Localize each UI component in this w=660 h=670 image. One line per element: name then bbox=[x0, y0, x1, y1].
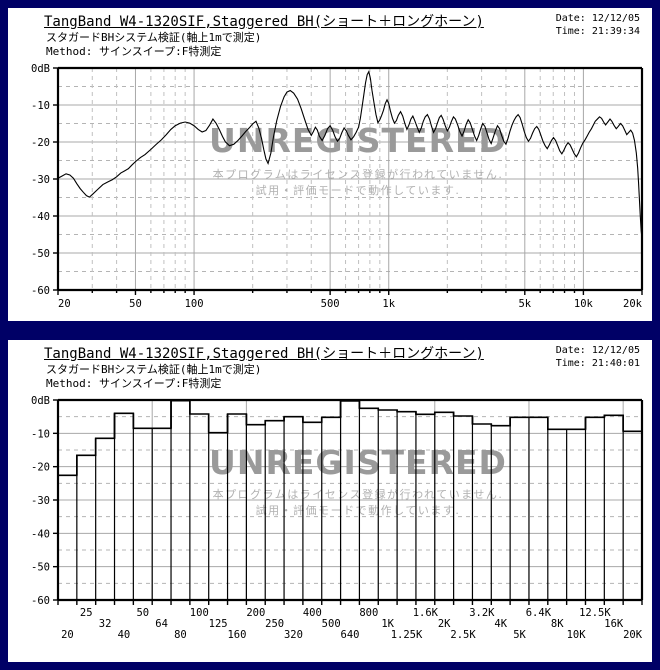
band-label: 800 bbox=[359, 607, 378, 619]
x-tick-label: 5k bbox=[518, 298, 531, 310]
y-tick-label: -20 bbox=[31, 462, 50, 474]
bar-chart-container: UNREGISTERED 本プログラムはライセンス登録が行われていません. 試用・評… bbox=[8, 392, 652, 660]
x-tick-label: 50 bbox=[129, 298, 142, 310]
y-tick-label: -30 bbox=[31, 174, 50, 186]
panel-method: Method: サインスイープ:F特測定 bbox=[46, 377, 222, 390]
x-tick-label: 10k bbox=[574, 298, 594, 310]
band-label: 500 bbox=[322, 618, 341, 630]
time-row: Time: 21:39:34 bbox=[556, 25, 640, 38]
y-tick-label: 0dB bbox=[31, 395, 50, 407]
octave-band-chart: UNREGISTERED 本プログラムはライセンス登録が行われていません. 試用・評… bbox=[31, 395, 644, 641]
spl-trace bbox=[57, 70, 643, 239]
x-tick-label: 500 bbox=[321, 298, 340, 310]
line-chart-container: UNREGISTERED 本プログラムはライセンス登録が行われていません. 試用・評… bbox=[8, 60, 652, 318]
band-label: 2.5K bbox=[450, 629, 476, 641]
panel-method: Method: サインスイープ:F特測定 bbox=[46, 45, 222, 58]
y-tick-label: -10 bbox=[31, 428, 50, 440]
x-tick-label: 100 bbox=[185, 298, 204, 310]
band-label: 4K bbox=[494, 618, 507, 630]
watermark-line2: 試用・評価モードで動作しています. bbox=[256, 183, 461, 197]
date-value: 12/12/05 bbox=[591, 13, 640, 24]
date-value: 12/12/05 bbox=[591, 345, 640, 356]
panel-title: TangBand W4-1320SIF,Staggered BH(ショート＋ロン… bbox=[44, 346, 484, 362]
band-label: 400 bbox=[303, 607, 322, 619]
x-tick-label: 20k bbox=[623, 298, 643, 310]
watermark-line1: 本プログラムはライセンス登録が行われていません. bbox=[213, 167, 504, 181]
date-row: Date: 12/12/05 bbox=[556, 344, 640, 357]
band-label: 12.5K bbox=[579, 607, 611, 619]
y-tick-label: -40 bbox=[31, 211, 50, 223]
panel-header-top: TangBand W4-1320SIF,Staggered BH(ショート＋ロン… bbox=[8, 8, 652, 60]
band-label: 1.25K bbox=[391, 629, 423, 641]
panel-timestamp: Date: 12/12/05 Time: 21:40:01 bbox=[556, 344, 640, 370]
band-label: 8K bbox=[551, 618, 564, 630]
band-label: 32 bbox=[99, 618, 112, 630]
watermark: UNREGISTERED 本プログラムはライセンス登録が行われていません. 試用・評… bbox=[209, 443, 507, 517]
watermark: UNREGISTERED 本プログラムはライセンス登録が行われていません. 試用・評… bbox=[209, 121, 507, 197]
date-label: Date: bbox=[555, 345, 586, 356]
band-label: 20 bbox=[61, 629, 74, 641]
band-label: 25 bbox=[80, 607, 93, 619]
y-tick-label: -50 bbox=[31, 562, 50, 574]
bar-series bbox=[57, 399, 642, 600]
time-value: 21:39:34 bbox=[591, 26, 640, 37]
band-label: 5K bbox=[513, 629, 526, 641]
band-label: 640 bbox=[341, 629, 360, 641]
date-row: Date: 12/12/05 bbox=[556, 12, 640, 25]
band-label: 1K bbox=[381, 618, 394, 630]
band-label: 6.4K bbox=[526, 607, 552, 619]
y-tick-label: 0dB bbox=[31, 63, 50, 75]
time-value: 21:40:01 bbox=[591, 358, 640, 369]
band-label: 250 bbox=[265, 618, 284, 630]
y-tick-label: -20 bbox=[31, 137, 50, 149]
band-label: 100 bbox=[190, 607, 209, 619]
panel-title: TangBand W4-1320SIF,Staggered BH(ショート＋ロン… bbox=[44, 14, 484, 30]
band-label: 1.6K bbox=[413, 607, 439, 619]
watermark-title: UNREGISTERED bbox=[209, 121, 507, 160]
band-label: 3.2K bbox=[469, 607, 495, 619]
time-row: Time: 21:40:01 bbox=[556, 357, 640, 370]
time-label: Time: bbox=[555, 358, 586, 369]
band-label: 320 bbox=[284, 629, 303, 641]
x-axis-labels: 20 50 100 500 1k 5k 10k 20k bbox=[57, 290, 643, 310]
frequency-response-panel: TangBand W4-1320SIF,Staggered BH(ショート＋ロン… bbox=[8, 8, 652, 321]
panel-subtitle: スタガードBHシステム検証(軸上1mで測定) bbox=[46, 31, 262, 44]
band-label: 16K bbox=[604, 618, 624, 630]
x-axis-labels: 20 25 32 40 50 64 8010012516020025032040050064… bbox=[57, 600, 643, 641]
octave-band-panel: TangBand W4-1320SIF,Staggered BH(ショート＋ロン… bbox=[8, 340, 652, 662]
band-label: 2K bbox=[438, 618, 451, 630]
band-label: 200 bbox=[246, 607, 265, 619]
watermark-line2: 試用・評価モードで動作しています. bbox=[256, 503, 461, 517]
panel-subtitle: スタガードBHシステム検証(軸上1mで測定) bbox=[46, 363, 262, 376]
band-label: 125 bbox=[209, 618, 228, 630]
y-tick-label: -60 bbox=[31, 285, 50, 297]
band-label: 20K bbox=[623, 629, 643, 641]
y-tick-label: -50 bbox=[31, 248, 50, 260]
watermark-title: UNREGISTERED bbox=[209, 443, 507, 482]
time-label: Time: bbox=[555, 26, 586, 37]
watermark-line1: 本プログラムはライセンス登録が行われていません. bbox=[213, 487, 504, 501]
band-label: 10K bbox=[567, 629, 587, 641]
band-label: 80 bbox=[174, 629, 187, 641]
y-tick-label: -10 bbox=[31, 100, 50, 112]
band-label: 50 bbox=[136, 607, 149, 619]
x-tick-label: 20 bbox=[58, 298, 71, 310]
y-tick-label: -40 bbox=[31, 528, 50, 540]
frequency-response-chart: UNREGISTERED 本プログラムはライセンス登録が行われていません. 試用・評… bbox=[31, 63, 644, 310]
date-label: Date: bbox=[555, 13, 586, 24]
panel-header-bottom: TangBand W4-1320SIF,Staggered BH(ショート＋ロン… bbox=[8, 340, 652, 392]
band-label: 40 bbox=[118, 629, 131, 641]
band-label: 160 bbox=[227, 629, 246, 641]
y-axis-labels: 0dB -10 -20 -30 -40 -50 -60 bbox=[31, 63, 58, 297]
y-axis-labels: 0dB -10 -20 -30 -40 -50 -60 bbox=[31, 395, 58, 607]
x-tick-label: 1k bbox=[382, 298, 395, 310]
band-label: 64 bbox=[155, 618, 168, 630]
panel-timestamp: Date: 12/12/05 Time: 21:39:34 bbox=[556, 12, 640, 38]
gridlines bbox=[58, 68, 642, 290]
y-tick-label: -30 bbox=[31, 495, 50, 507]
y-tick-label: -60 bbox=[31, 595, 50, 607]
